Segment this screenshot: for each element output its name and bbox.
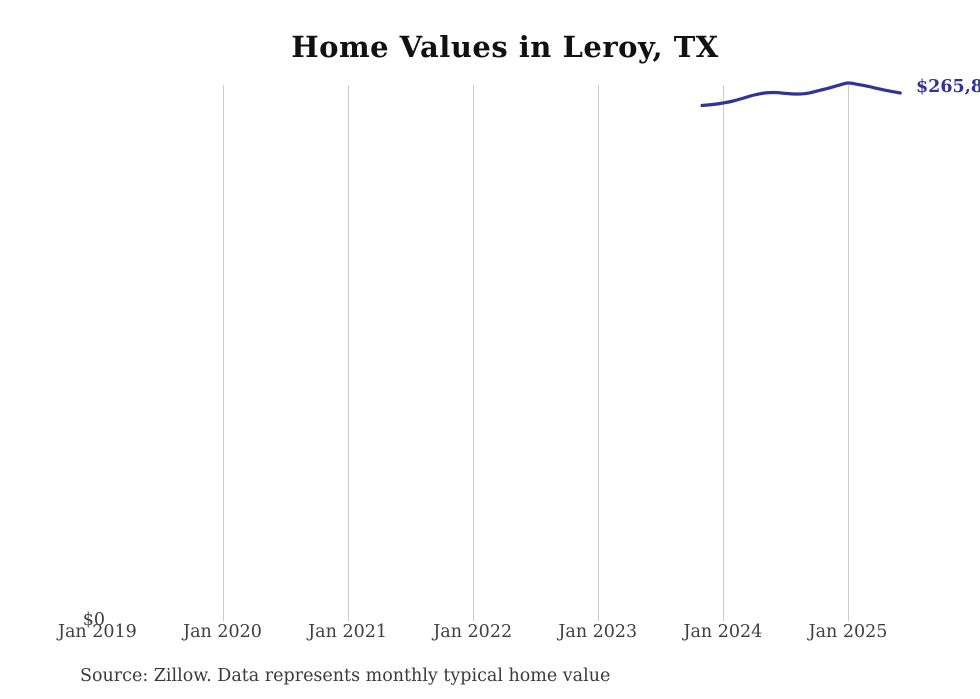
x-axis-tick-label: Jan 2022 <box>433 622 513 642</box>
x-axis-tick-label: Jan 2025 <box>808 622 888 642</box>
gridline <box>222 85 224 621</box>
gridline <box>472 85 474 621</box>
home-value-line <box>700 81 902 108</box>
latest-value-label: $265,83 <box>916 77 980 97</box>
gridline <box>848 85 849 621</box>
gridline <box>722 85 724 621</box>
x-axis-tick-label: Jan 2023 <box>558 622 638 642</box>
gridline <box>347 85 349 621</box>
source-note: Source: Zillow. Data represents monthly … <box>80 666 611 686</box>
gridline <box>597 85 599 621</box>
y-axis-zero-label: $0 <box>82 610 105 630</box>
x-axis-tick-label: Jan 2019 <box>57 622 137 642</box>
x-axis-tick-label: Jan 2024 <box>683 622 763 642</box>
x-axis-tick-label: Jan 2021 <box>308 622 387 642</box>
chart-title: Home Values in Leroy, TX <box>291 30 719 64</box>
x-axis-tick-label: Jan 2020 <box>183 622 262 642</box>
